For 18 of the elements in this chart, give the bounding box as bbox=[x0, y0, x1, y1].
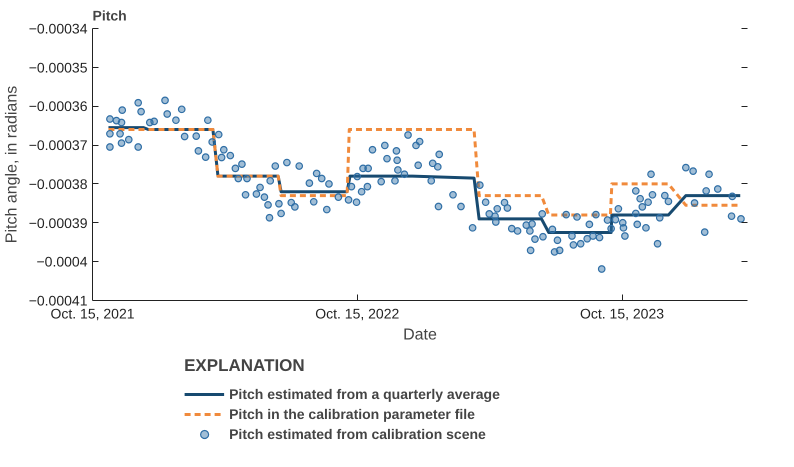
y-tick-label: −0.00035 bbox=[28, 59, 88, 76]
legend-label: Pitch estimated from calibration scene bbox=[229, 425, 486, 443]
y-tick-label: −0.00036 bbox=[28, 98, 88, 114]
y-tick-label: −0.00037 bbox=[28, 137, 88, 154]
x-tick-label: Oct. 15, 2023 bbox=[580, 306, 664, 322]
y-tick-label: −0.00041 bbox=[28, 292, 88, 308]
x-tick-label: Oct. 15, 2022 bbox=[315, 306, 400, 322]
y-tick-label: −0.00039 bbox=[28, 214, 88, 231]
x-tick-label: Oct. 15, 2021 bbox=[50, 306, 135, 322]
legend-label: Pitch estimated from a quarterly average bbox=[229, 385, 500, 403]
legend-label: Pitch in the calibration parameter file bbox=[229, 405, 475, 423]
x-axis-title: Date bbox=[403, 326, 437, 344]
y-axis-title: Pitch angle, in radians bbox=[4, 86, 21, 244]
y-tick-label: −0.00034 bbox=[28, 20, 88, 36]
y-tick-label: −0.0004 bbox=[36, 254, 88, 270]
chart-title: Pitch bbox=[92, 8, 127, 24]
legend-title: EXPLANATION bbox=[184, 356, 306, 376]
y-tick-label: −0.00038 bbox=[28, 176, 88, 192]
